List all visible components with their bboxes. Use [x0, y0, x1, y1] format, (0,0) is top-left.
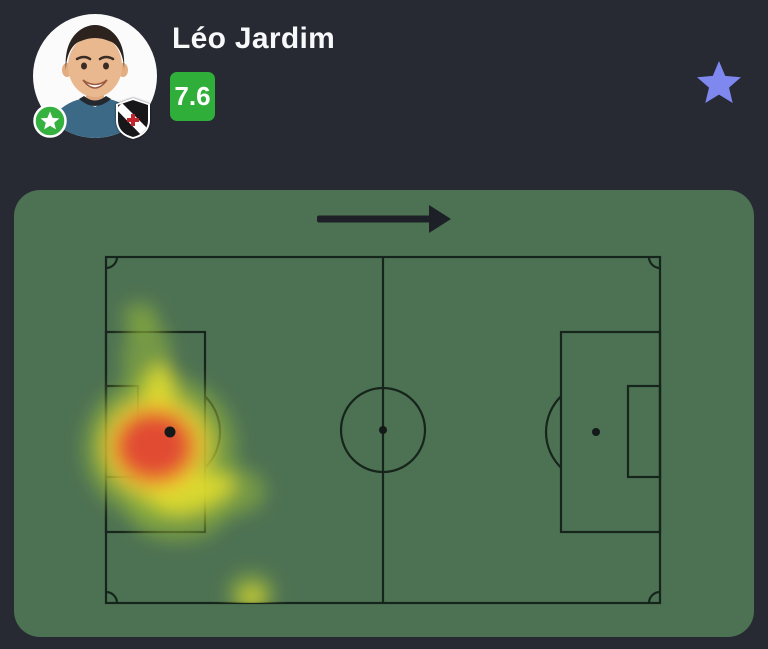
performance-star-badge-icon [33, 104, 67, 138]
avatar[interactable] [33, 14, 157, 144]
center-spot [379, 426, 387, 434]
heatmap-layer [83, 302, 275, 603]
favorite-star-icon[interactable] [695, 57, 743, 105]
pitch-spots [164, 426, 600, 438]
favorite-star-shape [697, 61, 741, 103]
attack-direction-arrow-icon [317, 205, 451, 233]
rating-value: 7.6 [174, 81, 211, 111]
club-crest-icon [116, 98, 150, 139]
player-photo [33, 14, 157, 138]
player-name: Léo Jardim [172, 22, 336, 55]
player-header[interactable]: Léo Jardim 7.6 [0, 0, 768, 190]
left-penalty-spot [164, 426, 176, 438]
right-penalty-spot [592, 428, 600, 436]
heatmap-panel [14, 190, 754, 637]
rating-badge: 7.6 [170, 72, 215, 121]
pitch-heatmap [83, 205, 662, 605]
